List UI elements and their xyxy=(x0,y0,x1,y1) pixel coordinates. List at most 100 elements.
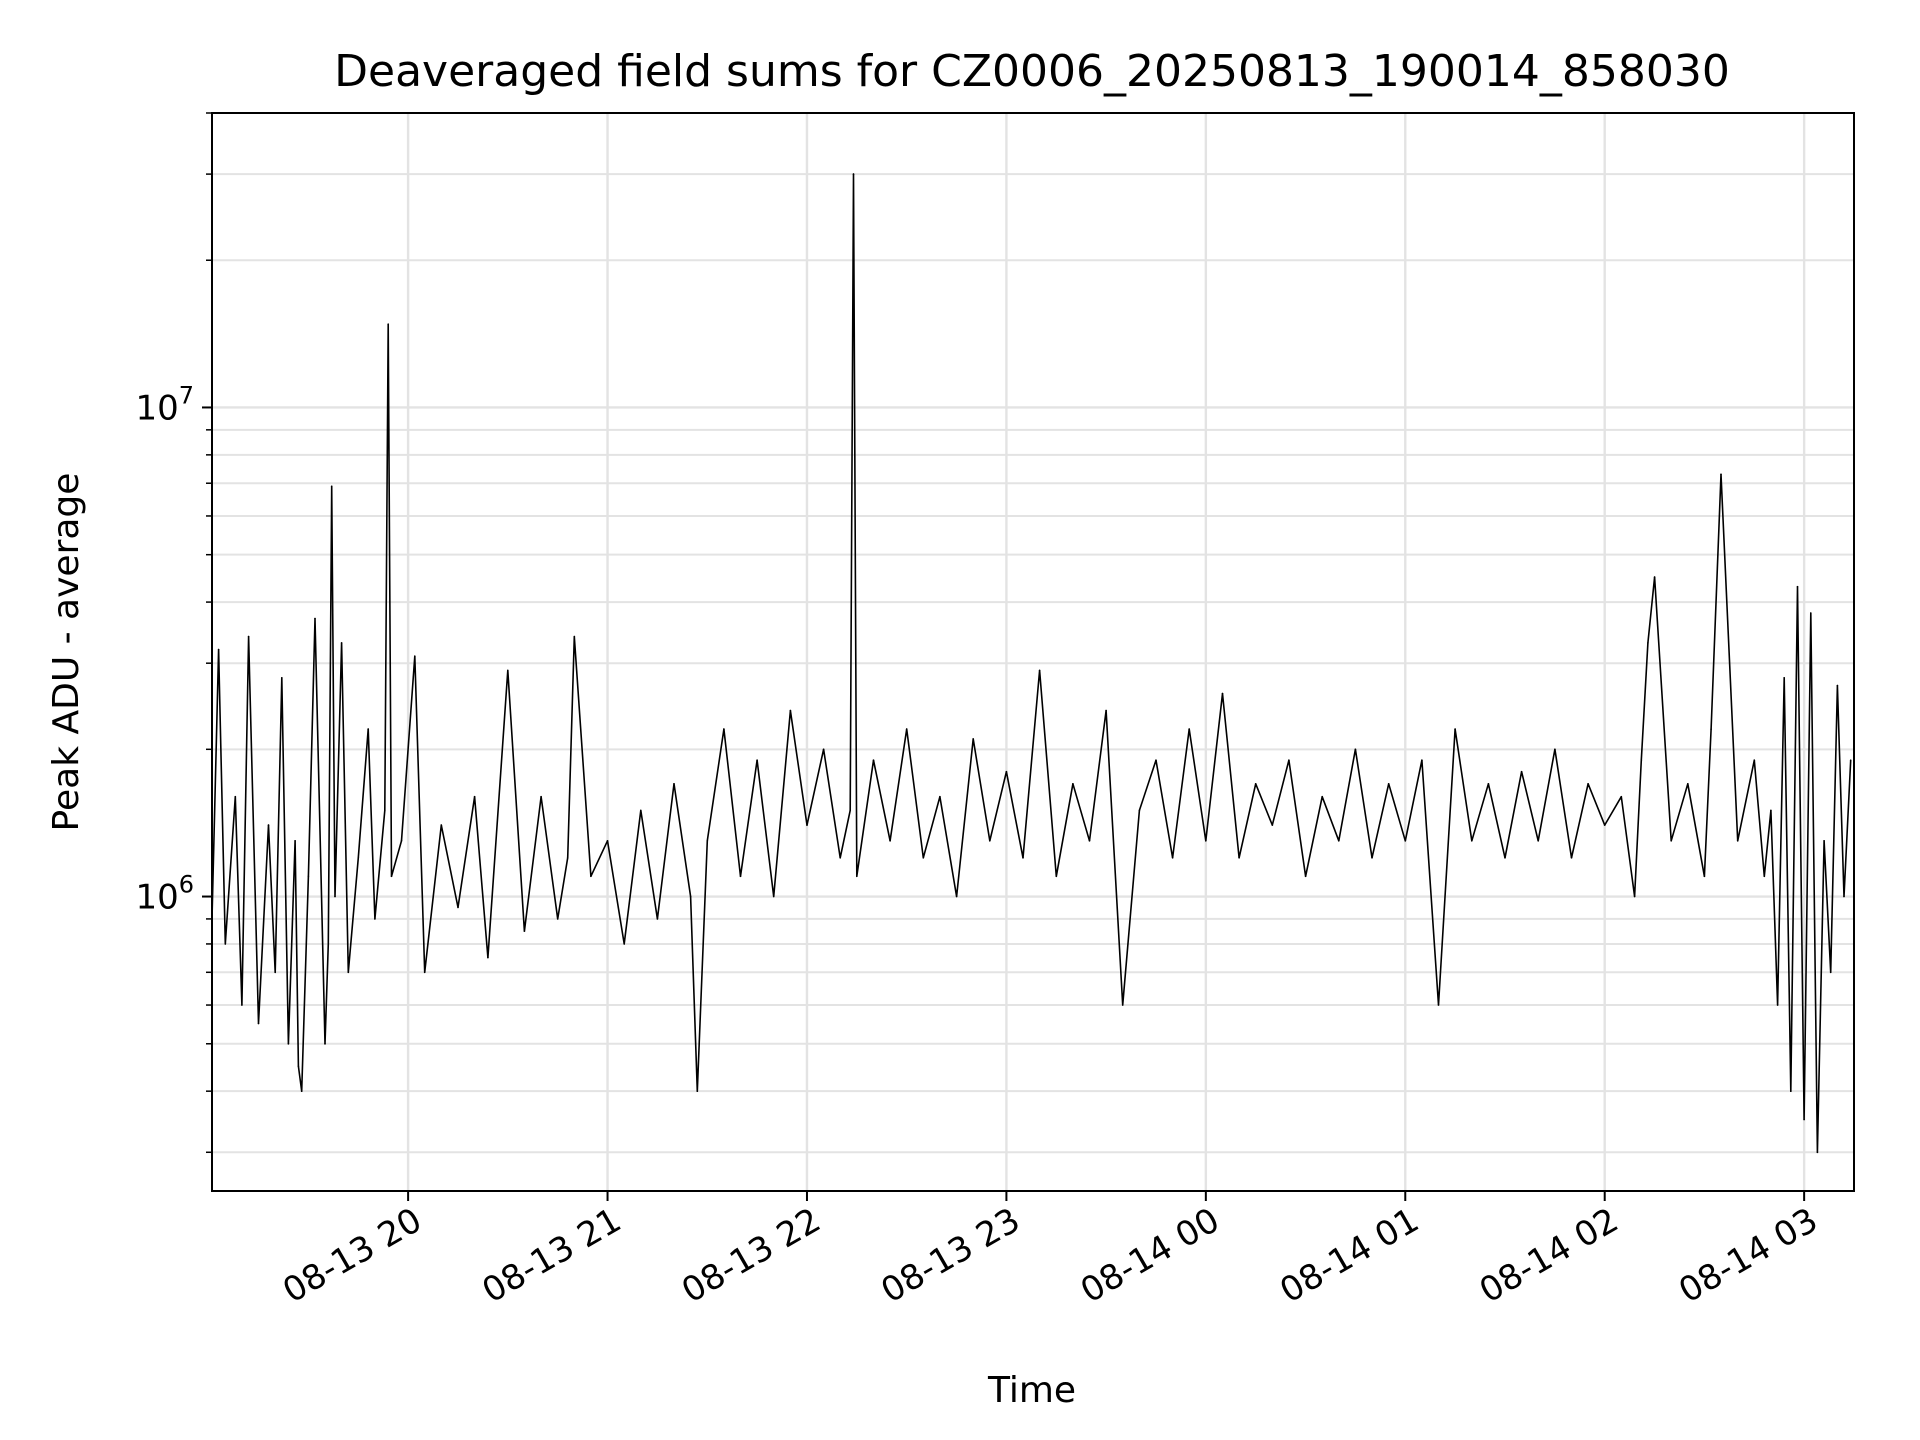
data-point xyxy=(1288,759,1290,761)
data-point xyxy=(566,857,569,859)
data-point xyxy=(1670,840,1672,842)
data-point xyxy=(281,677,283,679)
data-point xyxy=(1138,809,1141,812)
data-point xyxy=(327,943,330,945)
data-point xyxy=(224,943,227,945)
y-axis-label: Peak ADU - average xyxy=(46,473,87,832)
data-point xyxy=(347,971,350,974)
data-point xyxy=(1205,840,1207,842)
x-axis-label: Time xyxy=(987,1370,1076,1411)
data-point xyxy=(1304,875,1307,878)
data-point xyxy=(1703,875,1706,878)
data-point xyxy=(872,759,875,761)
data-point xyxy=(1587,783,1589,785)
data-point xyxy=(1836,684,1839,687)
data-point xyxy=(1171,857,1174,859)
data-point xyxy=(723,728,725,730)
data-point xyxy=(1072,783,1074,785)
data-point xyxy=(324,1043,326,1045)
data-point xyxy=(1776,1004,1779,1006)
data-point xyxy=(1188,728,1190,730)
data-point xyxy=(1487,783,1490,785)
plot-frame xyxy=(211,112,1855,1192)
data-point xyxy=(523,930,526,932)
data-point xyxy=(1437,1004,1440,1006)
grid xyxy=(212,112,1854,1191)
data-point xyxy=(390,875,393,878)
data-point xyxy=(939,795,941,798)
data-point xyxy=(1471,840,1473,842)
data-point xyxy=(839,857,841,859)
data-point xyxy=(1454,728,1456,730)
data-point xyxy=(1404,840,1407,842)
data-point xyxy=(806,824,808,826)
data-point xyxy=(1371,857,1373,859)
data-point xyxy=(457,906,459,909)
data-point xyxy=(673,783,675,785)
data-point xyxy=(1753,759,1756,761)
data-point xyxy=(706,840,709,842)
series-line xyxy=(211,173,1852,1154)
data-point xyxy=(400,840,403,842)
data-point xyxy=(989,840,991,842)
data-point xyxy=(739,875,742,878)
y-tick-label: 106 xyxy=(135,871,194,918)
data-point xyxy=(267,824,270,826)
data-point xyxy=(1843,895,1845,898)
data-point xyxy=(573,635,576,638)
data-point xyxy=(1829,971,1832,974)
y-axis: 106 107 xyxy=(135,112,212,1154)
data-point xyxy=(1640,759,1643,761)
data-point xyxy=(822,748,825,751)
data-point xyxy=(955,895,958,898)
data-point xyxy=(1504,857,1506,859)
data-point xyxy=(1105,709,1107,712)
data-point xyxy=(241,1004,243,1006)
data-point xyxy=(972,738,974,740)
data-point xyxy=(656,918,659,920)
data-point xyxy=(1022,857,1024,859)
data-point xyxy=(297,1065,300,1067)
data-point xyxy=(540,795,542,798)
data-point xyxy=(1653,576,1656,578)
data-point xyxy=(1271,824,1274,826)
data-point xyxy=(556,918,559,920)
data-point xyxy=(473,795,476,798)
data-point xyxy=(922,857,925,859)
series-group xyxy=(211,173,1852,1154)
data-point xyxy=(590,875,592,878)
data-point xyxy=(487,956,489,959)
data-point xyxy=(849,809,851,812)
data-point xyxy=(689,895,692,898)
data-point xyxy=(367,728,370,730)
data-point xyxy=(1088,840,1091,842)
data-point xyxy=(1520,770,1523,773)
data-point xyxy=(1823,840,1825,842)
data-point xyxy=(423,971,426,974)
data-point xyxy=(1121,1004,1124,1006)
data-point xyxy=(314,617,316,620)
data-point xyxy=(889,840,891,842)
data-point xyxy=(1254,783,1257,785)
data-point xyxy=(330,485,333,488)
data-point xyxy=(1055,875,1058,878)
data-point xyxy=(340,642,343,644)
data-point xyxy=(274,971,277,974)
data-point xyxy=(507,669,509,672)
data-point xyxy=(1849,759,1852,761)
data-point xyxy=(294,840,296,842)
data-point xyxy=(287,1043,290,1045)
data-point xyxy=(1221,692,1224,695)
data-point xyxy=(414,655,416,657)
data-point xyxy=(1354,748,1357,751)
data-point xyxy=(852,173,855,175)
data-point xyxy=(334,895,336,898)
data-point xyxy=(1005,770,1008,773)
data-point xyxy=(387,323,390,326)
data-point xyxy=(307,875,310,878)
data-point xyxy=(1537,840,1539,842)
data-point xyxy=(1816,1151,1819,1154)
data-point xyxy=(1720,473,1722,476)
data-point xyxy=(1810,612,1812,614)
